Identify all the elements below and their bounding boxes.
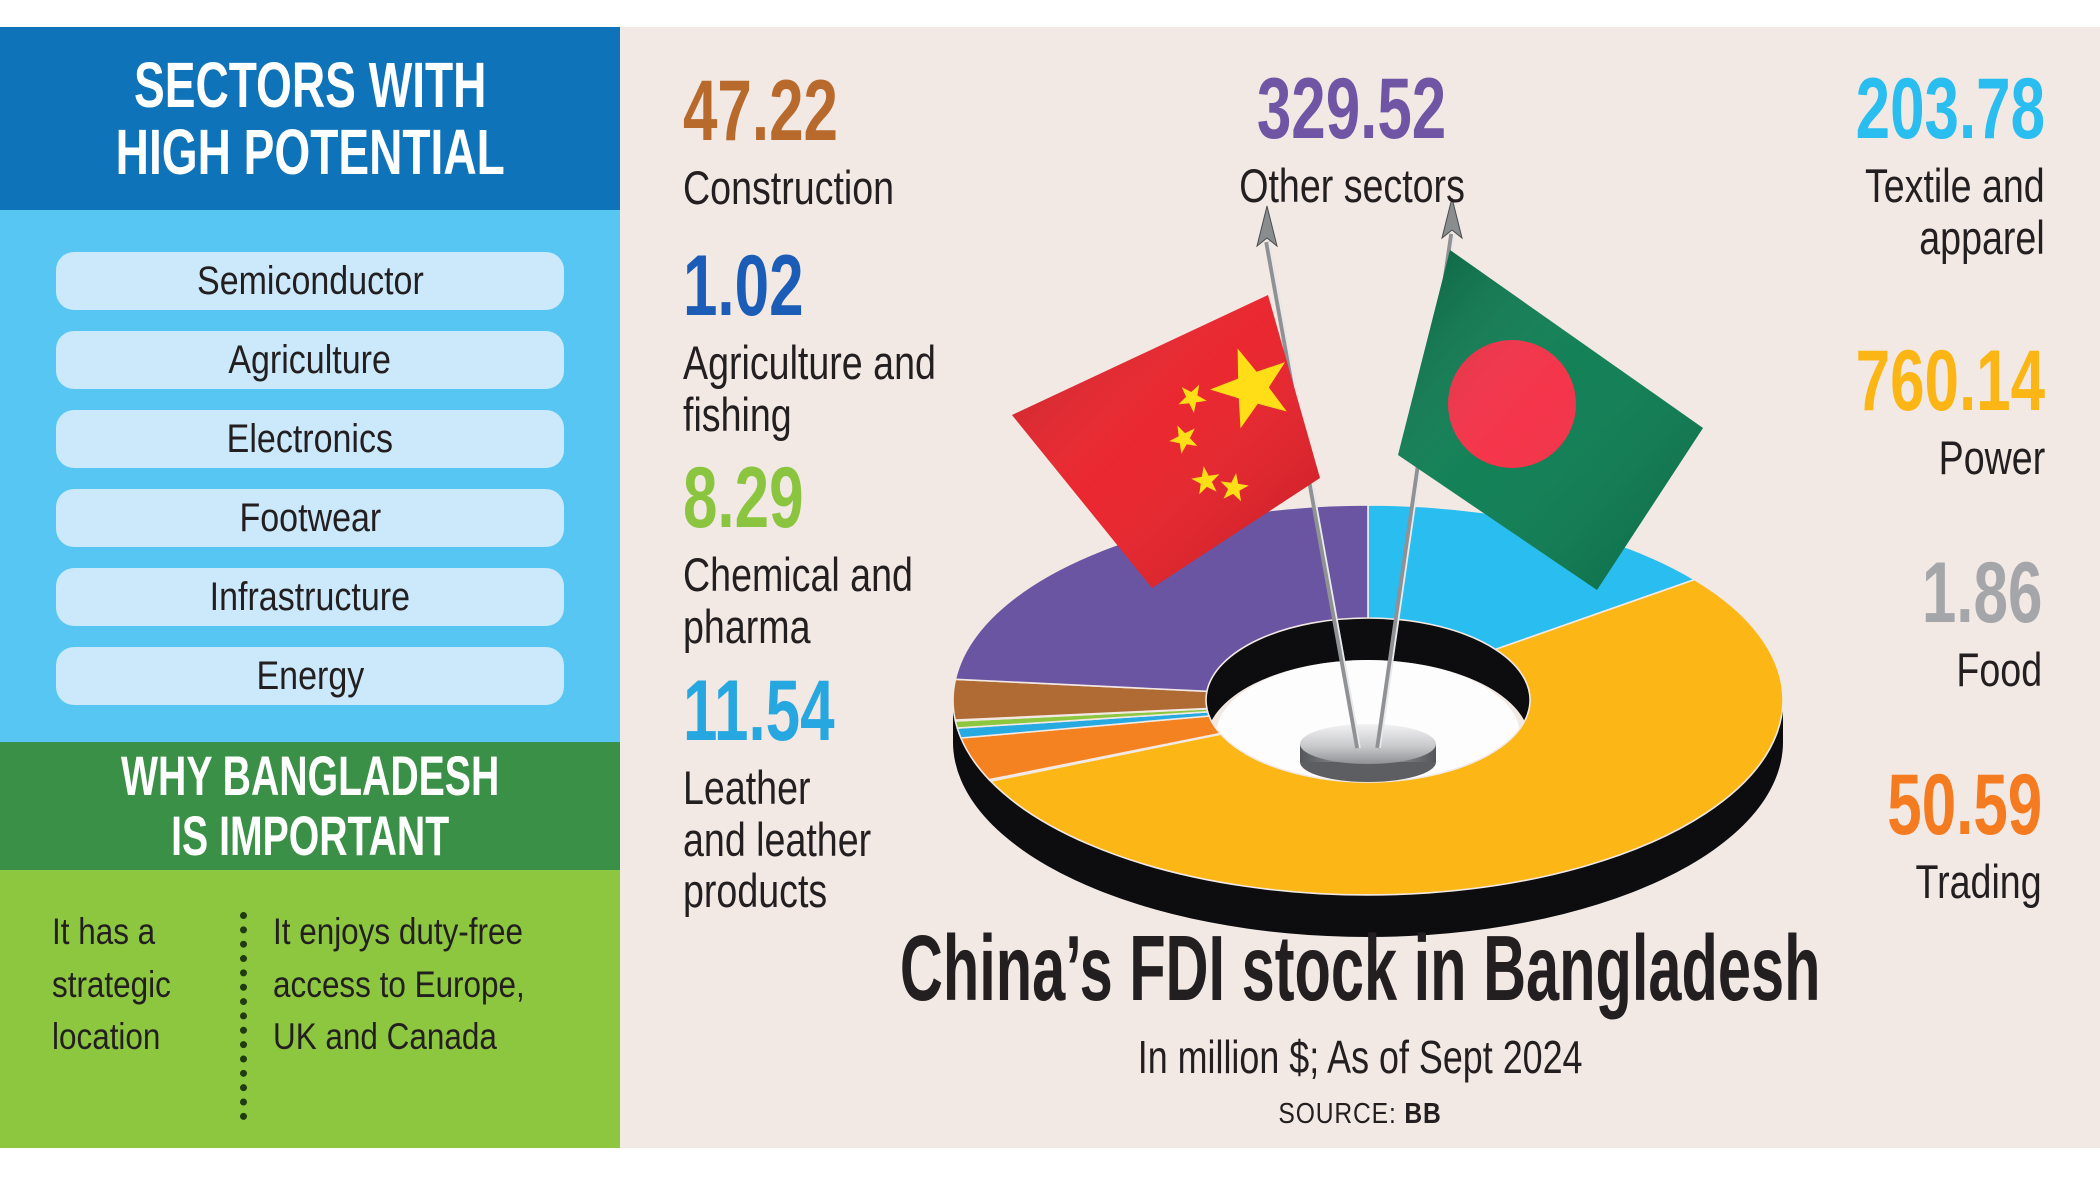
- sector-pill-footwear: Footwear: [56, 489, 564, 547]
- china-flag-stars: [1169, 348, 1287, 502]
- small-star-icon: [1220, 473, 1249, 502]
- label-food: Food: [1956, 643, 2042, 696]
- sidebar-header-text: SECTORS WITH HIGH POTENTIAL: [115, 48, 505, 188]
- sidebar-header-sectors: SECTORS WITH HIGH POTENTIAL: [0, 27, 620, 210]
- sector-pill-semiconductor: Semiconductor: [56, 252, 564, 310]
- chart-source: SOURCE: BB: [620, 1098, 2100, 1131]
- callout-textile-apparel: 203.78 Textile and apparel: [1782, 66, 2045, 263]
- callout-trading: 50.59 Trading: [1827, 762, 2042, 908]
- why-fact-duty-free: It enjoys duty-free access to Europe, UK…: [273, 911, 525, 1058]
- why-fact-strategic-location: It has a strategic location: [52, 911, 171, 1058]
- label-construction: Construction: [683, 161, 895, 214]
- sidebar-why-body: It has a strategic location It enjoys du…: [0, 870, 620, 1148]
- label-chemical: Chemical and pharma: [683, 548, 913, 653]
- small-star-icon: [1178, 384, 1207, 413]
- value-food: 1.86: [1921, 545, 2042, 641]
- chart-title: China’s FDI stock in Bangladesh: [899, 916, 1821, 1020]
- sector-pill-agriculture: Agriculture: [56, 331, 564, 389]
- callout-other-sectors: 329.52 Other sectors: [1072, 66, 1632, 212]
- dotted-divider: [240, 912, 247, 1120]
- label-trading: Trading: [1915, 855, 2042, 908]
- donut-slice: [954, 504, 1369, 693]
- callout-construction: 47.22 Construction: [683, 68, 947, 214]
- callout-power: 760.14 Power: [1782, 338, 2045, 484]
- callout-food: 1.86 Food: [1875, 550, 2042, 696]
- label-agriculture: Agriculture and fishing: [683, 336, 936, 441]
- value-other-sectors: 329.52: [1257, 61, 1447, 157]
- label-textile: Textile and apparel: [1865, 159, 2045, 264]
- label-other-sectors: Other sectors: [1239, 159, 1465, 212]
- value-textile: 203.78: [1855, 61, 2045, 157]
- donut-slice: [1367, 504, 1696, 651]
- china-flag: [1012, 295, 1320, 588]
- value-agriculture: 1.02: [683, 238, 804, 334]
- value-chemical: 8.29: [683, 450, 804, 546]
- source-label: SOURCE:: [1278, 1097, 1397, 1130]
- china-flag-pole: [1256, 205, 1361, 749]
- label-power: Power: [1938, 431, 2045, 484]
- donut-slice: [989, 578, 1784, 896]
- callout-agriculture-fishing: 1.02 Agriculture and fishing: [683, 243, 999, 440]
- chart-title-block: China’s FDI stock in Bangladesh In milli…: [620, 916, 2100, 1131]
- bangladesh-flag: [1398, 250, 1703, 590]
- value-construction: 47.22: [683, 63, 838, 159]
- value-leather: 11.54: [683, 663, 835, 759]
- small-star-icon: [1191, 466, 1220, 495]
- value-power: 760.14: [1855, 333, 2045, 429]
- chart-subtitle: In million $; As of Sept 2024: [1137, 1030, 1583, 1083]
- pole-arrow-icon: [1441, 197, 1463, 240]
- sidebar-header-why-bangladesh: WHY BANGLADESH IS IMPORTANT: [0, 742, 620, 870]
- value-trading: 50.59: [1887, 757, 2042, 853]
- callout-chemical-pharma: 8.29 Chemical and pharma: [683, 455, 970, 652]
- stand-base-top: [1300, 724, 1436, 764]
- why-header-text: WHY BANGLADESH IS IMPORTANT: [120, 744, 500, 867]
- source-value: BB: [1404, 1097, 1442, 1130]
- donut-3d: [952, 504, 1784, 937]
- sector-pill-energy: Energy: [56, 647, 564, 705]
- sector-pill-infrastructure: Infrastructure: [56, 568, 564, 626]
- big-star-icon: [1210, 348, 1287, 429]
- sidebar: SECTORS WITH HIGH POTENTIAL Semiconducto…: [0, 27, 620, 1148]
- sidebar-sector-list: Semiconductor Agriculture Electronics Fo…: [0, 210, 620, 742]
- pole-arrow-icon: [1256, 205, 1278, 248]
- flag-stand: [1300, 724, 1436, 782]
- label-leather: Leather and leather products: [683, 761, 872, 918]
- small-star-icon: [1169, 425, 1198, 454]
- callout-leather: 11.54 Leather and leather products: [683, 668, 918, 917]
- sector-pill-electronics: Electronics: [56, 410, 564, 468]
